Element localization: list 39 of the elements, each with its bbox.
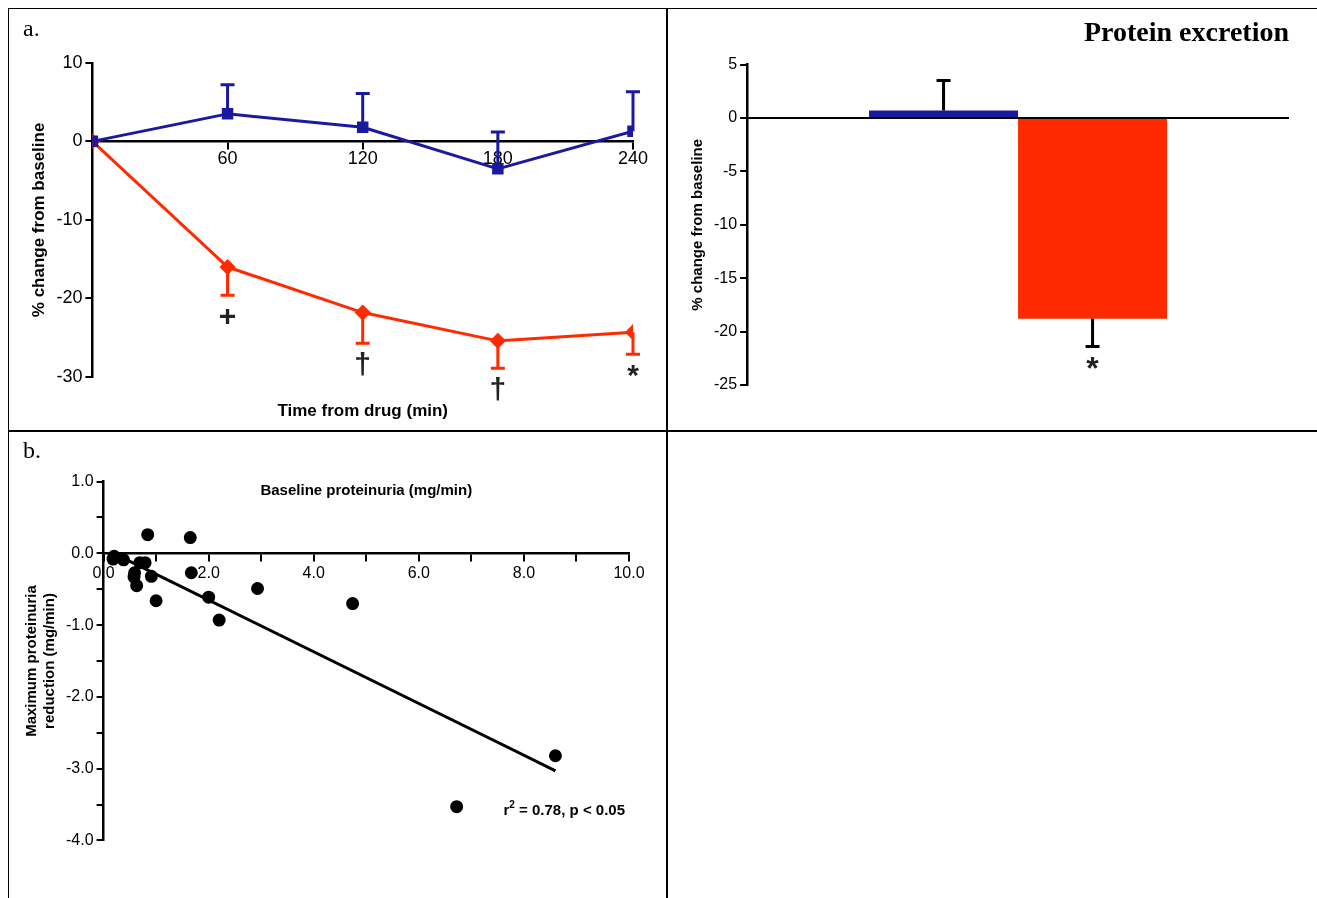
- y-tick-label: 0.0: [71, 543, 94, 561]
- x-tick-label: 120: [347, 148, 378, 169]
- x-axis-title: Time from drug (min): [277, 400, 449, 420]
- text: a.: [23, 15, 40, 42]
- y-tick-label: 0: [728, 108, 738, 126]
- y-tick-label: 1.0: [71, 472, 94, 490]
- y-tick-label: -15: [714, 268, 738, 286]
- y-tick-label: 5: [728, 55, 738, 73]
- annotation: *: [1086, 350, 1100, 387]
- y-tick-label: -25: [714, 375, 738, 393]
- y-tick-label: -3.0: [65, 759, 94, 777]
- y-tick-label: -30: [56, 365, 83, 386]
- x-axis-title: Baseline proteinuria (mg/min): [260, 481, 473, 499]
- x-tick-label: 4.0: [302, 564, 325, 582]
- y-tick-label: 0: [72, 130, 83, 151]
- y-tick-label: -4.0: [65, 830, 94, 848]
- chart-title: Protein excretion: [1083, 16, 1290, 48]
- y-tick-label: -5: [722, 161, 738, 179]
- y-tick-label: -20: [714, 322, 738, 340]
- x-tick-label: 8.0: [512, 564, 536, 582]
- x-tick-label: 10.0: [613, 564, 645, 582]
- y-axis-title: % change from baseline: [28, 122, 48, 318]
- y-tick-label: -10: [714, 215, 738, 233]
- y-tick-label: -10: [56, 208, 83, 229]
- x-tick-label: 240: [617, 148, 649, 169]
- x-tick-label: 60: [217, 148, 238, 169]
- annotation: †: [354, 346, 372, 380]
- annotation: +: [218, 299, 237, 333]
- y-axis-title: % change from baseline: [688, 138, 706, 311]
- y-tick-label: 10: [62, 51, 83, 72]
- y-tick-label: -20: [56, 287, 83, 308]
- text: b.: [23, 437, 41, 464]
- y-tick-label: -1.0: [65, 615, 94, 633]
- x-tick-label: 6.0: [407, 564, 431, 582]
- y-tick-label: -2.0: [65, 687, 94, 705]
- y-axis-title: Maximum proteinuria reduction (mg/min): [22, 584, 58, 737]
- x-tick-label: 2.0: [197, 564, 220, 582]
- annotation: *: [627, 357, 640, 391]
- annotation: †: [489, 372, 507, 406]
